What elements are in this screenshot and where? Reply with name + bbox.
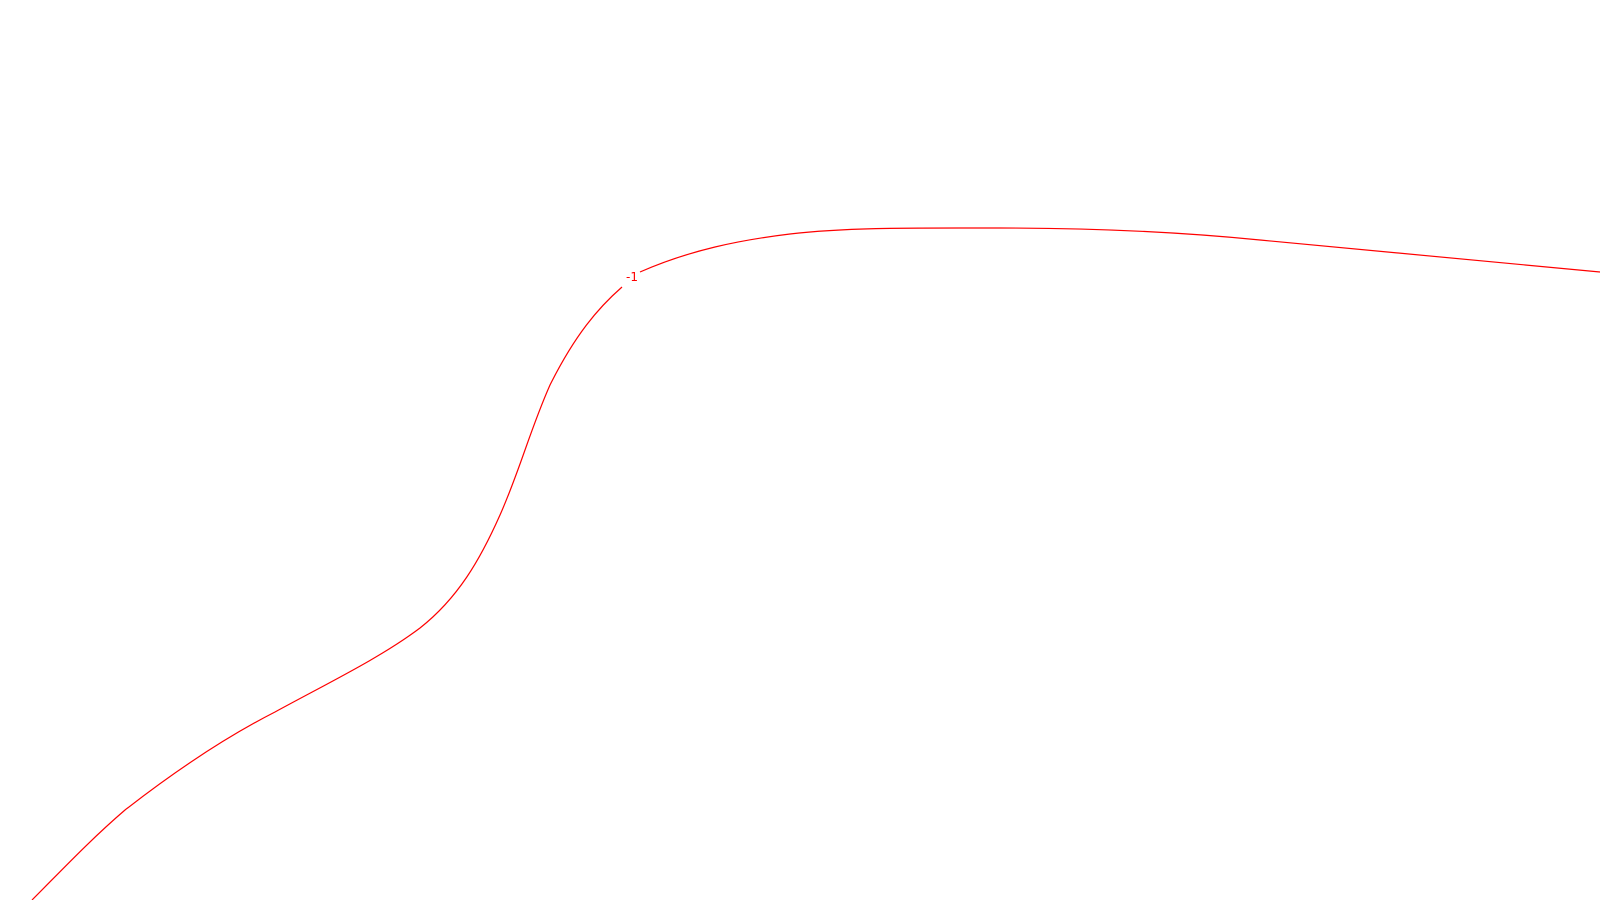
- contour-line-upper: [639, 227, 1600, 273]
- contour-label: -1: [626, 270, 638, 284]
- contour-line-lower: [31, 286, 623, 900]
